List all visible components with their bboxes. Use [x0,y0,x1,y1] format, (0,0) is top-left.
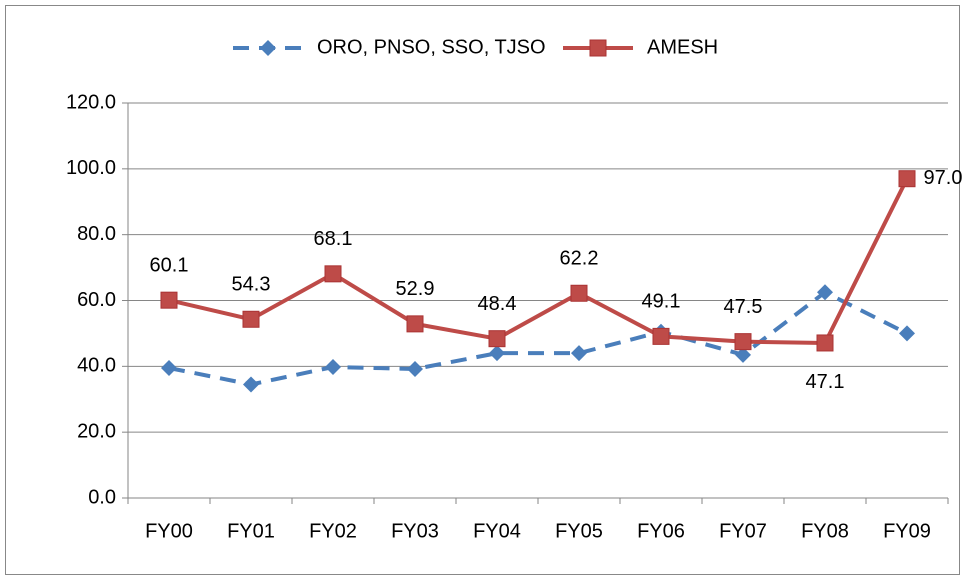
series-line [168,290,908,387]
y-tick-label: 0.0 [88,486,116,508]
data-point [325,358,341,375]
data-point [324,265,342,283]
data-point [899,325,915,342]
data-point [161,359,177,376]
x-tick-label: FY09 [883,520,931,542]
data-label: 52.9 [396,278,435,300]
data-point [406,315,424,333]
data-point [488,330,506,348]
x-tick-label: FY08 [801,520,849,542]
x-tick-label: FY07 [719,520,767,542]
data-label: 47.1 [806,371,845,393]
x-tick-label: FY02 [309,520,357,542]
data-point [407,360,423,377]
data-label: 68.1 [314,228,353,250]
y-tick-label: 120.0 [66,91,116,113]
data-label: 47.5 [724,296,763,318]
legend-label: ORO, PNSO, SSO, TJSO [317,36,546,58]
data-point [735,346,751,363]
x-tick-label: FY06 [637,520,685,542]
data-point [243,376,259,393]
y-tick-label: 20.0 [77,420,116,442]
legend-marker [260,40,276,56]
data-point [571,345,587,362]
data-label: 48.4 [478,293,517,315]
y-tick-label: 40.0 [77,355,116,377]
y-tick-label: 100.0 [66,157,116,179]
x-tick-label: FY01 [227,520,275,542]
legend-marker [589,39,607,57]
data-label: 60.1 [150,254,189,276]
data-point [898,170,916,188]
data-label: 54.3 [232,274,271,296]
legend-label: AMESH [647,36,718,58]
x-tick-label: FY04 [473,520,521,542]
y-tick-label: 60.0 [77,289,116,311]
data-point [817,284,833,301]
data-point [489,345,505,362]
x-tick-label: FY00 [145,520,193,542]
data-point [242,310,260,328]
x-tick-label: FY03 [391,520,439,542]
data-label: 62.2 [560,248,599,270]
y-tick-label: 80.0 [77,223,116,245]
data-point [734,333,752,351]
data-point [816,334,834,352]
data-point [652,327,670,345]
x-tick-label: FY05 [555,520,603,542]
chart-border [5,5,960,575]
data-label: 49.1 [642,291,681,313]
series-line [168,177,909,345]
data-point [570,284,588,302]
data-label: 97.0 [924,167,963,189]
data-point [160,291,178,309]
